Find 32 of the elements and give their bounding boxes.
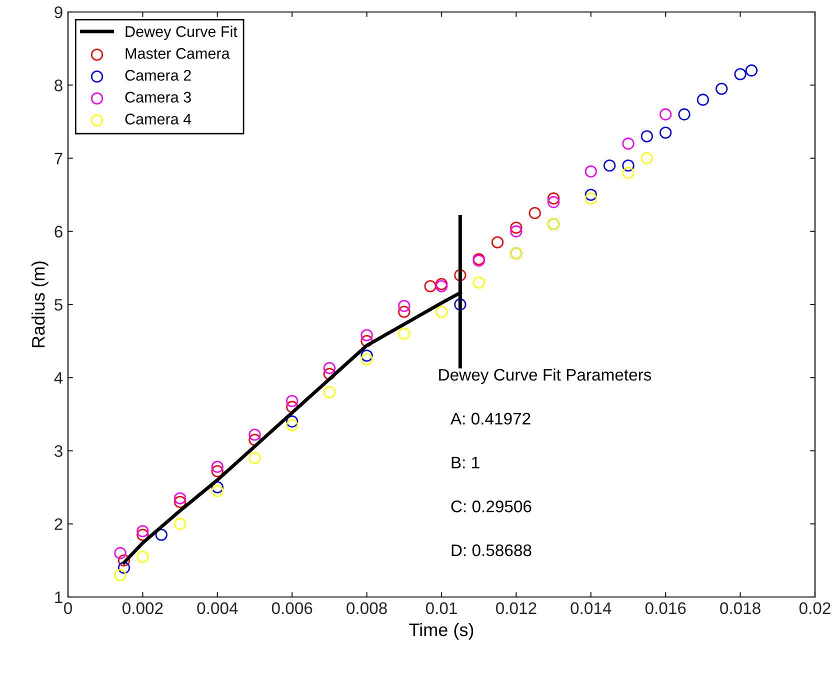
- legend-label: Camera 2: [125, 70, 191, 81]
- legend-label: Master Camera: [126, 48, 230, 59]
- annotation: B: 1: [452, 456, 480, 468]
- y-tick-label: 4: [54, 372, 63, 384]
- y-tick-label: 1: [55, 592, 62, 604]
- y-tick-label: 3: [54, 445, 62, 457]
- x-tick-label: 0.014: [570, 602, 612, 614]
- x-tick-label: 0.018: [720, 602, 760, 614]
- x-tick-label: 0.016: [645, 602, 686, 614]
- y-tick-label: 2: [54, 518, 62, 530]
- x-axis-title: Time (s): [409, 622, 474, 640]
- y-tick-label: 6: [54, 226, 62, 238]
- annotation: A: 0.41972: [450, 412, 530, 425]
- x-tick-label: 0.01: [426, 602, 457, 614]
- x-tick-label: 0.002: [122, 602, 163, 614]
- y-tick-label: 5: [54, 299, 62, 311]
- x-tick-label: 0.012: [496, 602, 536, 614]
- y-tick-label: 8: [54, 80, 62, 92]
- x-tick-label: 0.006: [272, 602, 312, 614]
- y-tick-label: 9: [54, 6, 62, 18]
- x-tick-label: 0: [64, 602, 72, 614]
- x-tick-label: 0.008: [346, 602, 387, 614]
- legend-label: Camera 4: [125, 114, 192, 124]
- x-tick-label: 0.02: [799, 602, 830, 614]
- x-tick-label: 0.004: [197, 602, 238, 614]
- y-tick-label: 7: [54, 152, 62, 164]
- y-axis-title: Radius (m): [31, 261, 48, 348]
- legend-label: Camera 3: [125, 92, 191, 103]
- annotation: Dewey Curve Fit Parameters: [439, 368, 652, 384]
- legend-label: Dewey Curve Fit: [126, 26, 238, 40]
- annotation: D: 0.58688: [452, 544, 532, 556]
- annotation: C: 0.29506: [451, 500, 532, 512]
